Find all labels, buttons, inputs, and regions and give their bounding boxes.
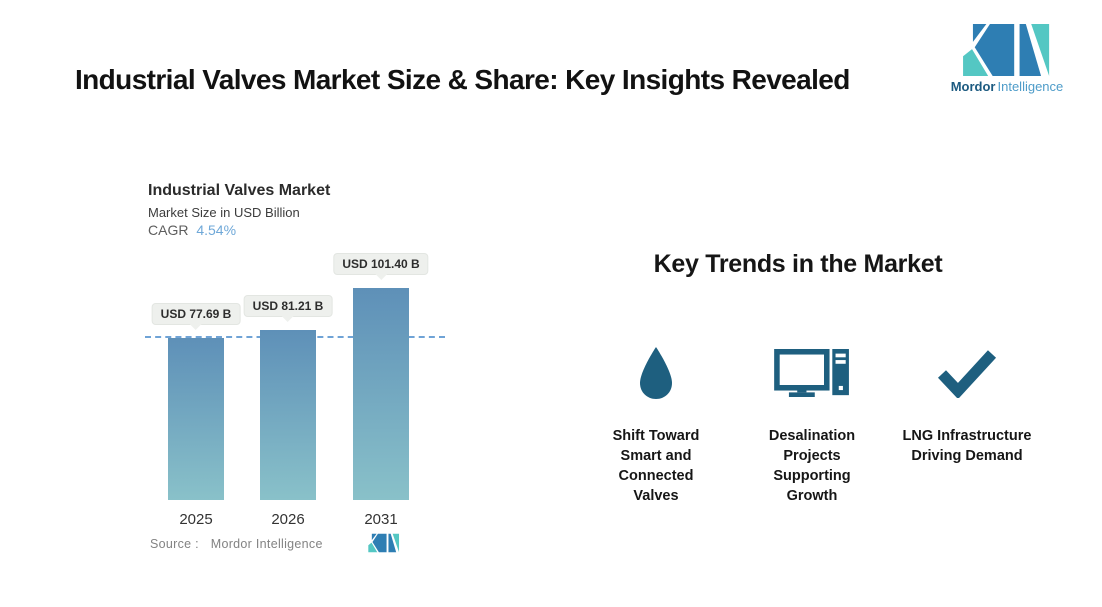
trend-item-lng: LNG Infrastructure Driving Demand (897, 344, 1037, 466)
mordor-logo-mark-icon (963, 24, 1050, 76)
brand-wordmark: Mordor Intelligence (948, 79, 1066, 94)
chart-cagr: CAGR 4.54% (148, 222, 236, 238)
bar-value-label: USD 77.69 B (151, 303, 241, 325)
bar (353, 288, 409, 500)
bar-value-label: USD 101.40 B (333, 253, 429, 275)
brand-name-secondary: Intelligence (997, 79, 1064, 94)
x-axis-label: 2026 (271, 511, 305, 528)
chart-subtitle: Market Size in USD Billion (148, 205, 300, 220)
mordor-logo-mark-small-icon (368, 533, 400, 553)
bar-value-label: USD 81.21 B (243, 295, 333, 317)
chart-title: Industrial Valves Market (148, 182, 331, 199)
bar (260, 330, 316, 500)
trends-heading: Key Trends in the Market (653, 250, 943, 278)
source-row: Source : Mordor Intelligence (150, 537, 323, 551)
source-label: Source : (150, 537, 199, 551)
trend-item-smart-valves: Shift Toward Smart and Connected Valves (596, 344, 716, 506)
bar-chart-plot: USD 77.69 B 2025 USD 81.21 B 2026 USD 101.40… (145, 250, 448, 528)
trend-item-desalination: Desalination Projects Supporting Growth (752, 344, 872, 506)
mordor-intelligence-logo: Mordor Intelligence (948, 24, 1066, 94)
cagr-label: CAGR (148, 222, 189, 238)
x-axis-label: 2025 (179, 511, 213, 528)
checkmark-icon (897, 344, 1037, 402)
source-value: Mordor Intelligence (210, 537, 323, 551)
trend-label: Shift Toward Smart and Connected Valves (612, 428, 700, 504)
water-drop-icon (596, 344, 716, 402)
cagr-value: 4.54% (196, 222, 237, 238)
x-axis-label: 2031 (364, 511, 398, 528)
bar (168, 338, 224, 500)
desktop-computer-icon (752, 344, 872, 402)
trend-label: LNG Infrastructure Driving Demand (902, 428, 1032, 464)
trend-label: Desalination Projects Supporting Growth (768, 428, 856, 504)
page-title: Industrial Valves Market Size & Share: K… (75, 64, 850, 95)
brand-name-primary: Mordor (950, 79, 996, 94)
